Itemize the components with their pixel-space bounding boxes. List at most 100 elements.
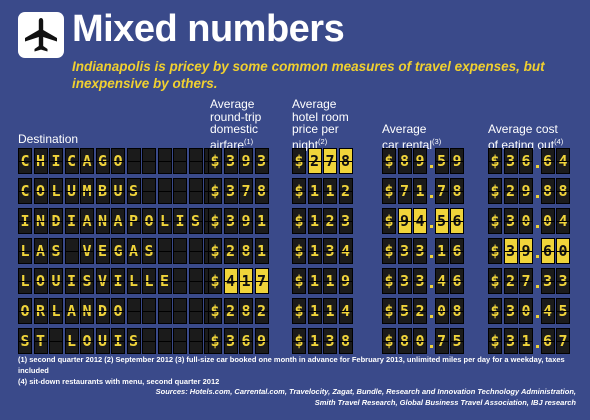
eating-digit-tile: 7 <box>519 268 533 294</box>
destination-tile: S <box>142 238 156 264</box>
airfare-dollar-tile: $ <box>208 328 222 354</box>
hotel-digit-tile: 2 <box>307 148 322 174</box>
destination-tile <box>142 148 156 174</box>
eating-digit-tile: 3 <box>503 328 518 354</box>
destination-tile <box>173 298 187 324</box>
destination-tile: S <box>80 268 94 294</box>
hotel-dollar-tile: $ <box>292 268 306 294</box>
car-dollar-tile: $ <box>382 328 396 354</box>
hotel-digit-tile: 1 <box>307 298 322 324</box>
destination-tile: P <box>126 208 141 234</box>
car-digit-tile: 9 <box>450 148 464 174</box>
hotel-digit-tile: 1 <box>307 238 322 264</box>
eating-dollar-tile: $ <box>488 178 502 204</box>
car-digit-tile: 1 <box>413 178 427 204</box>
destination-tile: M <box>80 178 94 204</box>
airfare-digit-tile: 9 <box>239 208 253 234</box>
car-digit-tile: 5 <box>434 208 449 234</box>
airfare-digit-tile: 7 <box>239 178 253 204</box>
destination-tile: C <box>18 148 32 174</box>
header-text: airfare <box>210 137 245 152</box>
eating-digit-tile: 7 <box>556 328 570 354</box>
footnote-marker: (4) <box>554 136 564 146</box>
destination-tile: S <box>49 238 63 264</box>
eating-digit-tile: 3 <box>503 238 518 264</box>
car-dollar-tile: $ <box>382 238 396 264</box>
eating-digit-tile: 6 <box>540 328 555 354</box>
footnote-marker: (1) <box>244 136 254 146</box>
destination-tile: S <box>126 178 141 204</box>
hotel-digit-tile: 7 <box>323 148 337 174</box>
airplane-logo <box>18 12 64 58</box>
destination-tile: L <box>142 268 156 294</box>
hotel-dollar-tile: $ <box>292 238 306 264</box>
destination-tile <box>157 238 172 264</box>
header-line: Average cost <box>488 122 558 136</box>
destination-tile: U <box>111 178 125 204</box>
destination-tile: N <box>33 208 48 234</box>
destination-tile: N <box>80 298 94 324</box>
destination-tile: O <box>111 298 125 324</box>
car-digit-tile: 5 <box>450 328 464 354</box>
eating-digit-tile: 0 <box>540 208 555 234</box>
car-decimal-point <box>429 285 433 288</box>
airfare-dollar-tile: $ <box>208 178 222 204</box>
airfare-digit-tile: 2 <box>223 238 238 264</box>
airfare-dollar-tile: $ <box>208 208 222 234</box>
destination-tile: I <box>18 208 32 234</box>
header-line: night(2) <box>292 136 349 152</box>
table-row: O R L A N D O $2 8 2 $1 1 4 $5 2 0 8 $3 0 4 5 <box>18 298 574 324</box>
destination-tile <box>157 148 172 174</box>
eating-digit-tile: 9 <box>519 178 533 204</box>
hotel-digit-tile: 1 <box>323 178 337 204</box>
eating-digit-tile: 5 <box>556 298 570 324</box>
eating-decimal-point <box>535 315 539 318</box>
eating-decimal-point <box>535 195 539 198</box>
eating-digit-tile: 9 <box>519 238 533 264</box>
destination-tile <box>64 238 79 264</box>
car-digit-tile: 5 <box>434 148 449 174</box>
car-digit-tile: 4 <box>413 208 427 234</box>
destination-tile <box>49 328 63 354</box>
eating-digit-tile: 6 <box>540 148 555 174</box>
airfare-dollar-tile: $ <box>208 238 222 264</box>
destination-tile: A <box>126 238 141 264</box>
airfare-digit-tile: 3 <box>223 208 238 234</box>
hotel-digit-tile: 3 <box>338 208 353 234</box>
airfare-digit-tile: 4 <box>223 268 238 294</box>
sources: Sources: Hotels.com, Carrental.com, Trav… <box>56 386 576 408</box>
table-row: I N D I A N A P O L I S $3 9 1 $1 2 3 $9 4 5 6 $3 0 0 4 <box>18 208 574 234</box>
destination-tile: U <box>49 268 63 294</box>
hotel-digit-tile: 3 <box>323 238 337 264</box>
header-line: domestic <box>210 122 259 136</box>
eating-dollar-tile: $ <box>488 268 502 294</box>
destination-tile: O <box>111 148 125 174</box>
eating-digit-tile: 3 <box>503 298 518 324</box>
car-digit-tile: 8 <box>450 298 464 324</box>
destination-tile: C <box>18 178 32 204</box>
page-title: Mixed numbers <box>72 8 345 50</box>
destination-tile: L <box>49 178 63 204</box>
destination-tile <box>142 178 156 204</box>
airfare-digit-tile: 1 <box>239 268 253 294</box>
header-line: of eating out(4) <box>488 136 563 152</box>
car-digit-tile: 0 <box>413 328 427 354</box>
car-digit-tile: 9 <box>413 148 427 174</box>
car-dollar-tile: $ <box>382 298 396 324</box>
footnote-line: (4) sit-down restaurants with menu, seco… <box>18 377 220 386</box>
destination-tile: I <box>111 268 125 294</box>
destination-tile: U <box>64 178 79 204</box>
subtitle: Indianapolis is pricey by some common me… <box>72 59 545 91</box>
airfare-digit-tile: 2 <box>254 298 269 324</box>
destination-tile <box>173 268 187 294</box>
eating-digit-tile: 4 <box>556 148 570 174</box>
airfare-digit-tile: 3 <box>254 148 269 174</box>
destination-tile: V <box>80 238 94 264</box>
destination-tile: L <box>49 298 63 324</box>
airfare-digit-tile: 6 <box>239 328 253 354</box>
eating-digit-tile: 8 <box>540 178 555 204</box>
airfare-digit-tile: 8 <box>254 178 269 204</box>
destination-tile: E <box>95 238 110 264</box>
destination-tile: G <box>95 148 110 174</box>
